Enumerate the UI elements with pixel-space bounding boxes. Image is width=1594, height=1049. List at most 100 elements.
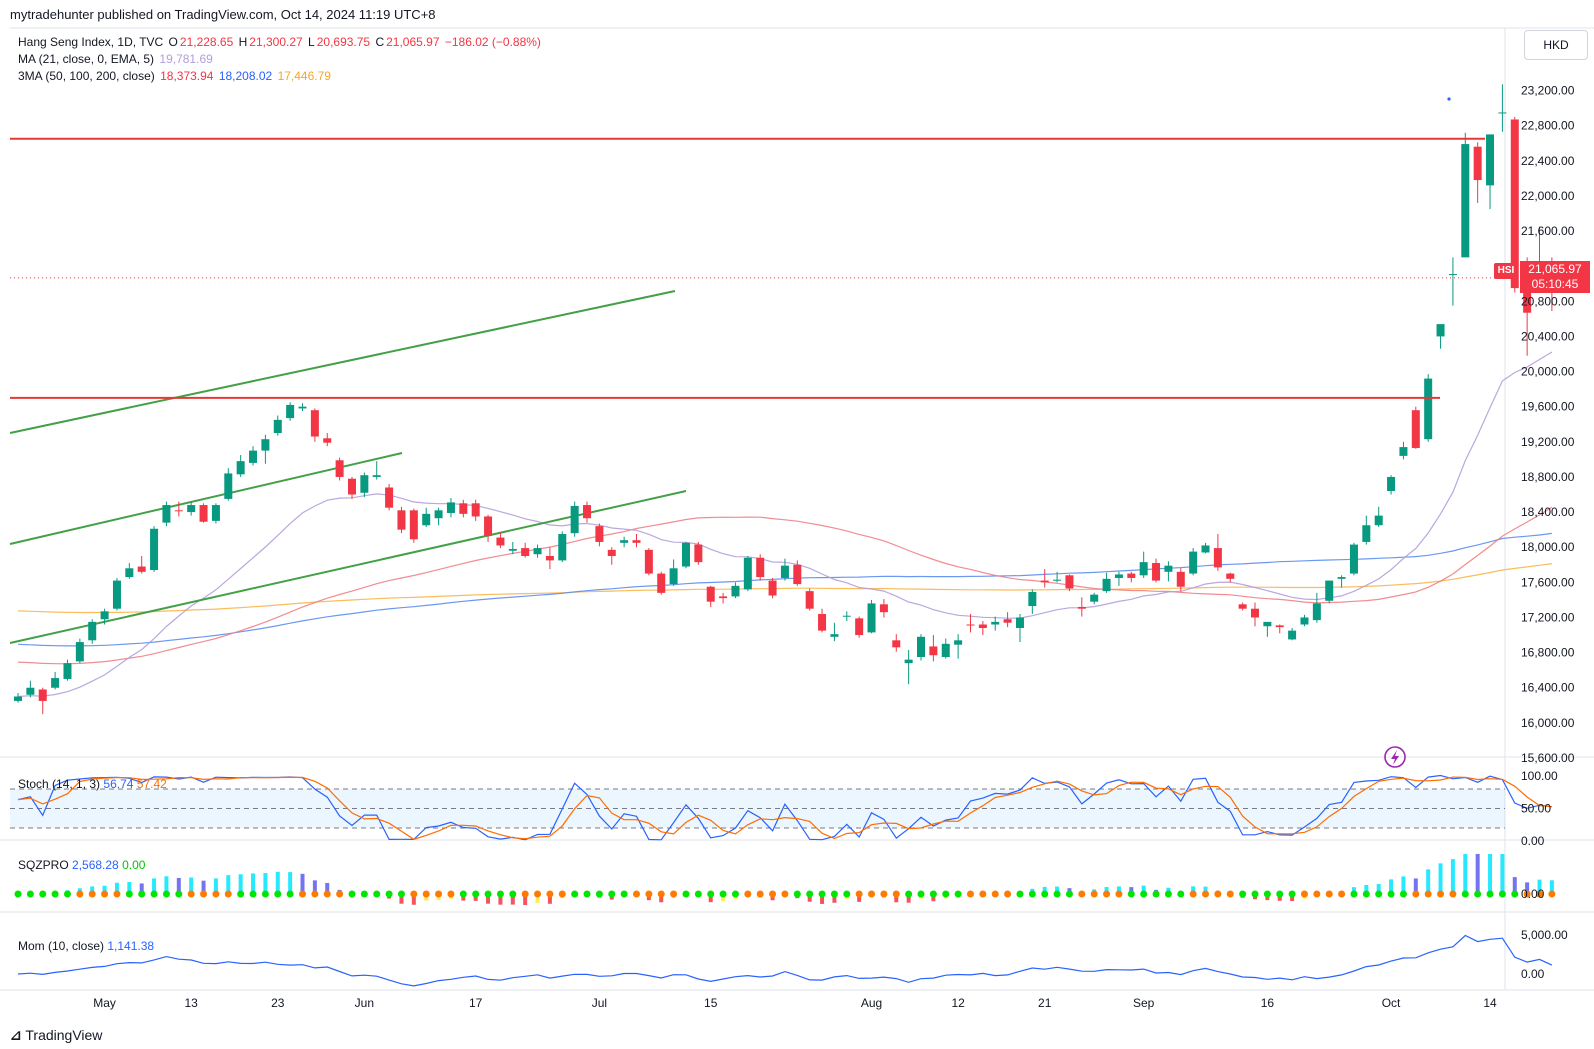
candle-body xyxy=(1028,592,1037,607)
candle-body xyxy=(756,557,765,578)
sqz-dot xyxy=(509,890,517,898)
symbol-name[interactable]: Hang Seng Index, 1D, TVC xyxy=(18,35,164,49)
price-tick-label: 18,800.00 xyxy=(1521,470,1575,484)
horizontal-lines[interactable] xyxy=(10,137,1505,399)
time-tick-label: Jun xyxy=(355,996,374,1010)
stoch-label[interactable]: Stoch (14, 1, 3) xyxy=(18,777,101,791)
sqz-bar xyxy=(1389,879,1394,894)
sqz-dot xyxy=(633,890,640,898)
sqz-dot xyxy=(1313,890,1321,898)
sqz-dot xyxy=(1164,890,1172,898)
sqz-dot xyxy=(731,890,739,898)
time-tick-label: Oct xyxy=(1382,996,1401,1010)
sqz-bar xyxy=(300,873,305,894)
sqz-label[interactable]: SQZPRO xyxy=(18,858,69,872)
ema-value: 19,781.69 xyxy=(159,52,213,66)
tradingview-brand[interactable]: ⊿ TradingView xyxy=(10,1027,102,1044)
candle-body xyxy=(1127,573,1136,578)
stoch-d-line xyxy=(17,776,1552,840)
momentum-line xyxy=(17,934,1553,987)
candle-body xyxy=(446,502,455,513)
candle-body xyxy=(298,406,307,409)
stoch-legend[interactable]: Stoch (14, 1, 3) 56.74 57.42 xyxy=(18,777,167,791)
candle-body xyxy=(1436,324,1445,337)
change-value: −186.02 (−0.88%) xyxy=(444,35,541,49)
sqz-bar xyxy=(535,894,540,904)
price-tick-label: 19,600.00 xyxy=(1521,400,1575,414)
candle-body xyxy=(273,419,282,434)
candle-body xyxy=(496,537,505,546)
time-tick-label: Sep xyxy=(1133,996,1155,1010)
tradingview-logo-icon: ⊿ xyxy=(10,1027,22,1043)
candle-body xyxy=(1399,447,1408,456)
sqz-dot xyxy=(1065,890,1073,898)
sqz-bar xyxy=(708,894,713,903)
ma3-label[interactable]: 3MA (50, 100, 200, close) xyxy=(18,69,155,83)
time-axis[interactable]: May1323Jun17Jul15Aug1221Sep16Oct1428 xyxy=(93,996,1594,1010)
candle-body xyxy=(1263,621,1272,627)
candle-body xyxy=(14,696,22,701)
sqz-bar xyxy=(498,894,503,905)
sqz-bar xyxy=(288,872,293,894)
marker-dot xyxy=(1447,97,1451,101)
sqz-bar xyxy=(102,885,107,894)
sqz-bar xyxy=(1463,854,1468,894)
price-tick-label: 19,200.00 xyxy=(1521,435,1575,449)
sqz-dot xyxy=(125,890,133,898)
sqz-dot xyxy=(1486,890,1494,898)
sqz-dot xyxy=(1412,890,1420,898)
sqz-bar xyxy=(523,894,528,906)
candle-body xyxy=(1312,603,1321,621)
sqz-bar xyxy=(931,894,936,902)
ema-label[interactable]: MA (21, close, 0, EMA, 5) xyxy=(18,52,155,66)
sqz-dot xyxy=(1548,890,1556,898)
sqz-bar xyxy=(399,894,404,904)
symbol-legend[interactable]: Hang Seng Index, 1D, TVC O 21,228.65 H 21,… xyxy=(18,35,543,49)
high-label: H xyxy=(238,35,248,49)
mom-label[interactable]: Mom (10, close) xyxy=(18,939,105,953)
sqz-dot xyxy=(966,890,974,898)
sqz-bar xyxy=(832,894,837,903)
candle-body xyxy=(26,687,35,695)
sqz-dot xyxy=(1028,890,1036,898)
ema21-line xyxy=(17,351,1553,698)
price-tick-label: 23,200.00 xyxy=(1521,84,1575,98)
candle-body xyxy=(347,478,356,495)
candle-body xyxy=(508,548,517,551)
ma3-legend[interactable]: 3MA (50, 100, 200, close) 18,373.94 18,2… xyxy=(18,69,333,83)
sqz-dot xyxy=(1511,890,1519,898)
mom-legend[interactable]: Mom (10, close) 1,141.38 xyxy=(18,939,154,953)
sqz-bar xyxy=(189,877,194,894)
sqz-dot xyxy=(1375,890,1383,898)
candle-body xyxy=(422,513,431,526)
ema-legend[interactable]: MA (21, close, 0, EMA, 5) 19,781.69 xyxy=(18,52,215,66)
price-axis[interactable]: 23,200.00 22,800.00 22,400.00 22,000.00 21,6… xyxy=(1521,84,1575,766)
candles xyxy=(14,84,1556,715)
sqz-dot xyxy=(200,890,208,898)
currency-button[interactable]: HKD xyxy=(1524,30,1588,60)
candle-body xyxy=(1065,575,1074,589)
candle-body xyxy=(224,473,233,499)
sqz-bar xyxy=(90,886,95,894)
sqz-dot xyxy=(336,890,344,898)
stoch-axis-label: 0.00 xyxy=(1521,834,1545,848)
sqz-bar xyxy=(547,894,552,904)
candle-body xyxy=(88,621,97,641)
candle-body xyxy=(211,505,220,521)
sqz-legend[interactable]: SQZPRO 2,568.28 0.00 xyxy=(18,858,145,872)
sqz-dot xyxy=(868,890,876,898)
close-value: 21,065.97 xyxy=(386,35,440,49)
sqz-dot xyxy=(1152,890,1160,898)
candle-body xyxy=(607,549,616,556)
candle-body xyxy=(310,410,319,437)
candle-body xyxy=(286,404,295,419)
candle-body xyxy=(954,640,963,645)
candle-body xyxy=(249,450,258,463)
trend-lines[interactable] xyxy=(9,290,687,644)
time-tick-label: 14 xyxy=(1483,996,1497,1010)
sqz-dot xyxy=(1090,890,1098,898)
sqz-dot xyxy=(991,890,999,898)
flash-icon[interactable] xyxy=(1384,746,1406,768)
sqz-dot xyxy=(1474,890,1482,898)
